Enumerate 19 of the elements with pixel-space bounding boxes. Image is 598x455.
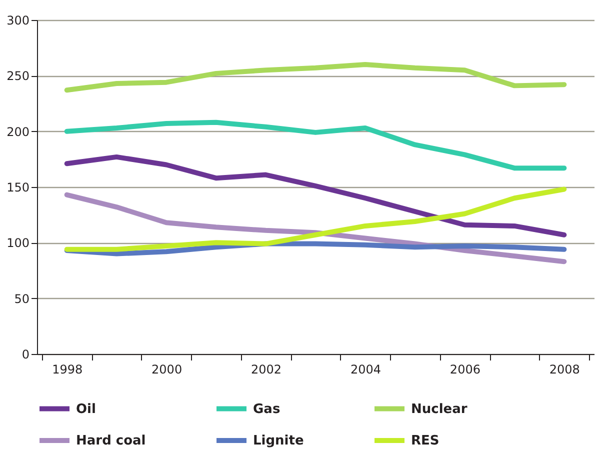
y-tick-label: 200 [6,124,30,139]
y-tick-label: 0 [22,348,30,362]
x-tick-label: 2004 [350,362,382,376]
legend-label: Nuclear [411,402,468,417]
legend-label: RES [411,434,440,448]
x-tick-label: 2000 [152,362,182,376]
legend-label: Gas [253,402,280,417]
x-tick-label: 2008 [549,362,580,376]
legend-label: Hard coal [76,434,146,448]
y-tick-label: 300 [6,14,30,28]
y-tick-label: 150 [6,180,30,194]
x-tick-label: 2002 [250,362,282,376]
y-tick-label: 250 [6,69,30,84]
x-tick-label: 1998 [52,362,83,376]
x-tick-label: 2006 [450,362,480,376]
legend-label: Lignite [253,434,304,448]
y-tick-label: 100 [6,236,30,250]
legend-label: Oil [76,402,96,417]
y-tick-label: 50 [14,292,30,306]
